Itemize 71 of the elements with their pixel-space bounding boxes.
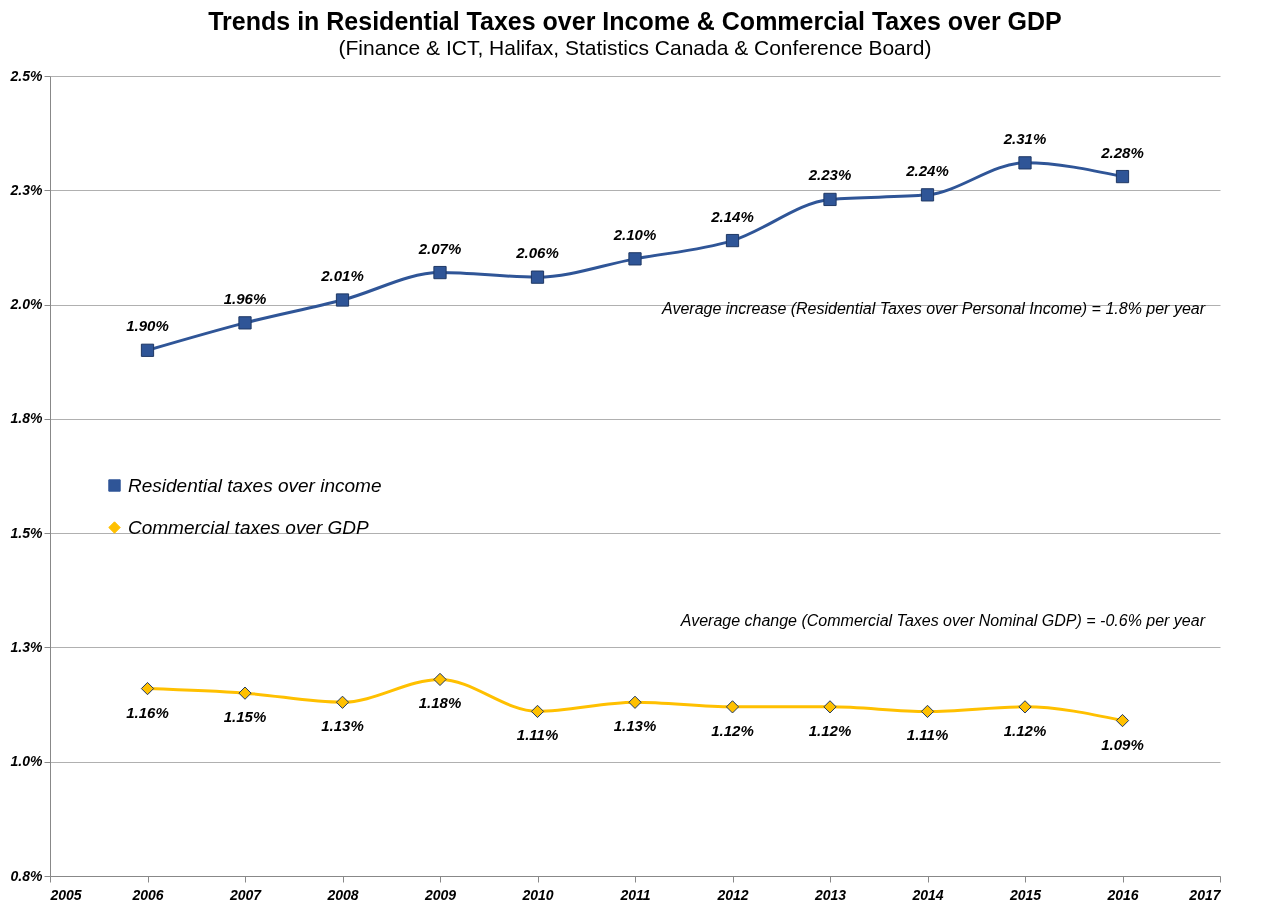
x-tick-label: 2016 <box>1106 886 1139 903</box>
point <box>1018 700 1032 714</box>
point <box>335 293 350 307</box>
point <box>725 233 740 248</box>
point <box>823 192 837 207</box>
point <box>628 252 642 266</box>
point <box>433 265 447 280</box>
point <box>238 686 252 700</box>
data-label: 1.12% <box>711 721 754 739</box>
y-tick-label: 1.5% <box>10 524 44 541</box>
x-tick-label: 2008 <box>326 886 359 903</box>
data-label: 2.24% <box>905 161 949 179</box>
point <box>628 695 642 709</box>
x-tick-label: 2015 <box>1008 886 1042 903</box>
chart-subtitle: (Finance & ICT, Halifax, Statistics Canada & Conference Board) <box>338 36 932 59</box>
x-tick-label: 2014 <box>911 886 944 903</box>
point <box>140 681 155 696</box>
legend-label: Residential taxes over income <box>128 474 382 496</box>
data-label: 1.13% <box>321 717 364 735</box>
data-label: 2.01% <box>320 267 364 284</box>
point <box>725 700 740 714</box>
data-label: 1.96% <box>223 289 267 307</box>
data-label: 1.18% <box>418 694 462 712</box>
data-label: 2.06% <box>515 244 559 262</box>
x-tick-label: 2005 <box>49 886 82 903</box>
legend-label: Commercial taxes over GDP <box>128 516 370 538</box>
point <box>335 695 350 709</box>
y-tick-label: 2.0% <box>9 296 44 313</box>
point <box>433 672 447 687</box>
point <box>530 704 545 719</box>
point <box>238 316 252 330</box>
data-label: 1.16% <box>126 703 169 721</box>
x-tick-label: 2011 <box>619 886 651 903</box>
point <box>1115 713 1130 728</box>
data-label: 2.31% <box>1002 129 1047 147</box>
point <box>1018 156 1032 170</box>
data-label: 1.09% <box>1101 735 1144 753</box>
y-tick-label: 1.3% <box>10 638 44 655</box>
x-tick-label: 2009 <box>423 886 457 903</box>
annotation: Average increase (Residential Taxes over Personal Income) = 1.8% per year <box>661 300 1206 317</box>
data-label: 1.11% <box>906 726 949 744</box>
data-label: 2.14% <box>710 207 754 225</box>
x-tick-label: 2010 <box>521 886 554 903</box>
y-tick-label: 2.3% <box>9 181 44 198</box>
x-tick-label: 2017 <box>1188 886 1222 903</box>
annotation: Average change (Commercial Taxes over Nominal GDP) = -0.6% per year <box>679 612 1206 629</box>
point <box>140 343 155 357</box>
x-tick-label: 2006 <box>131 886 164 903</box>
chart-title: Trends in Residential Taxes over Income & Commercial Taxes over GDP <box>208 7 1062 35</box>
data-label: 1.12% <box>808 721 852 739</box>
data-label: 1.15% <box>223 708 267 726</box>
point <box>920 188 935 202</box>
data-label: 2.23% <box>807 166 852 184</box>
x-tick-label: 2012 <box>716 886 749 903</box>
y-tick-label: 0.8% <box>10 867 44 884</box>
data-label: 2.07% <box>417 239 462 257</box>
y-tick-label: 1.8% <box>10 410 44 427</box>
data-label: 1.13% <box>613 717 657 735</box>
point <box>1115 169 1130 184</box>
x-tick-label: 2013 <box>813 886 847 903</box>
data-label: 1.11% <box>516 726 559 744</box>
point <box>530 270 545 284</box>
y-tick-label: 1.0% <box>10 753 44 770</box>
data-label: 2.10% <box>612 225 657 243</box>
data-label: 2.28% <box>1100 143 1144 161</box>
point <box>920 704 935 719</box>
x-tick-label: 2007 <box>228 886 263 903</box>
y-tick-label: 2.5% <box>9 67 44 84</box>
data-label: 1.90% <box>126 317 169 335</box>
point <box>823 700 837 714</box>
data-label: 1.12% <box>1003 721 1047 739</box>
